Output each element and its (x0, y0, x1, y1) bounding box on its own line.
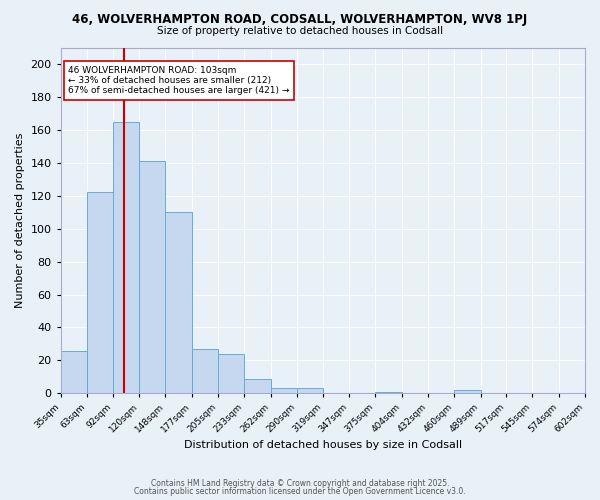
Bar (218, 354, 244, 394)
Text: Contains HM Land Registry data © Crown copyright and database right 2025.: Contains HM Land Registry data © Crown c… (151, 478, 449, 488)
Text: Size of property relative to detached houses in Codsall: Size of property relative to detached ho… (157, 26, 443, 36)
Bar (192, 349, 218, 394)
X-axis label: Distribution of detached houses by size in Codsall: Distribution of detached houses by size … (184, 440, 462, 450)
Bar (271, 388, 296, 394)
Bar (86, 192, 113, 394)
Bar (454, 390, 481, 394)
Text: Contains public sector information licensed under the Open Government Licence v3: Contains public sector information licen… (134, 487, 466, 496)
Bar (375, 392, 402, 394)
Bar (244, 378, 271, 394)
Bar (296, 388, 323, 394)
Text: 46 WOLVERHAMPTON ROAD: 103sqm
← 33% of detached houses are smaller (212)
67% of : 46 WOLVERHAMPTON ROAD: 103sqm ← 33% of d… (68, 66, 289, 96)
Bar (165, 212, 192, 394)
Bar (113, 122, 139, 394)
Text: 46, WOLVERHAMPTON ROAD, CODSALL, WOLVERHAMPTON, WV8 1PJ: 46, WOLVERHAMPTON ROAD, CODSALL, WOLVERH… (73, 12, 527, 26)
Bar (139, 161, 165, 394)
Bar (61, 350, 86, 394)
Y-axis label: Number of detached properties: Number of detached properties (15, 132, 25, 308)
